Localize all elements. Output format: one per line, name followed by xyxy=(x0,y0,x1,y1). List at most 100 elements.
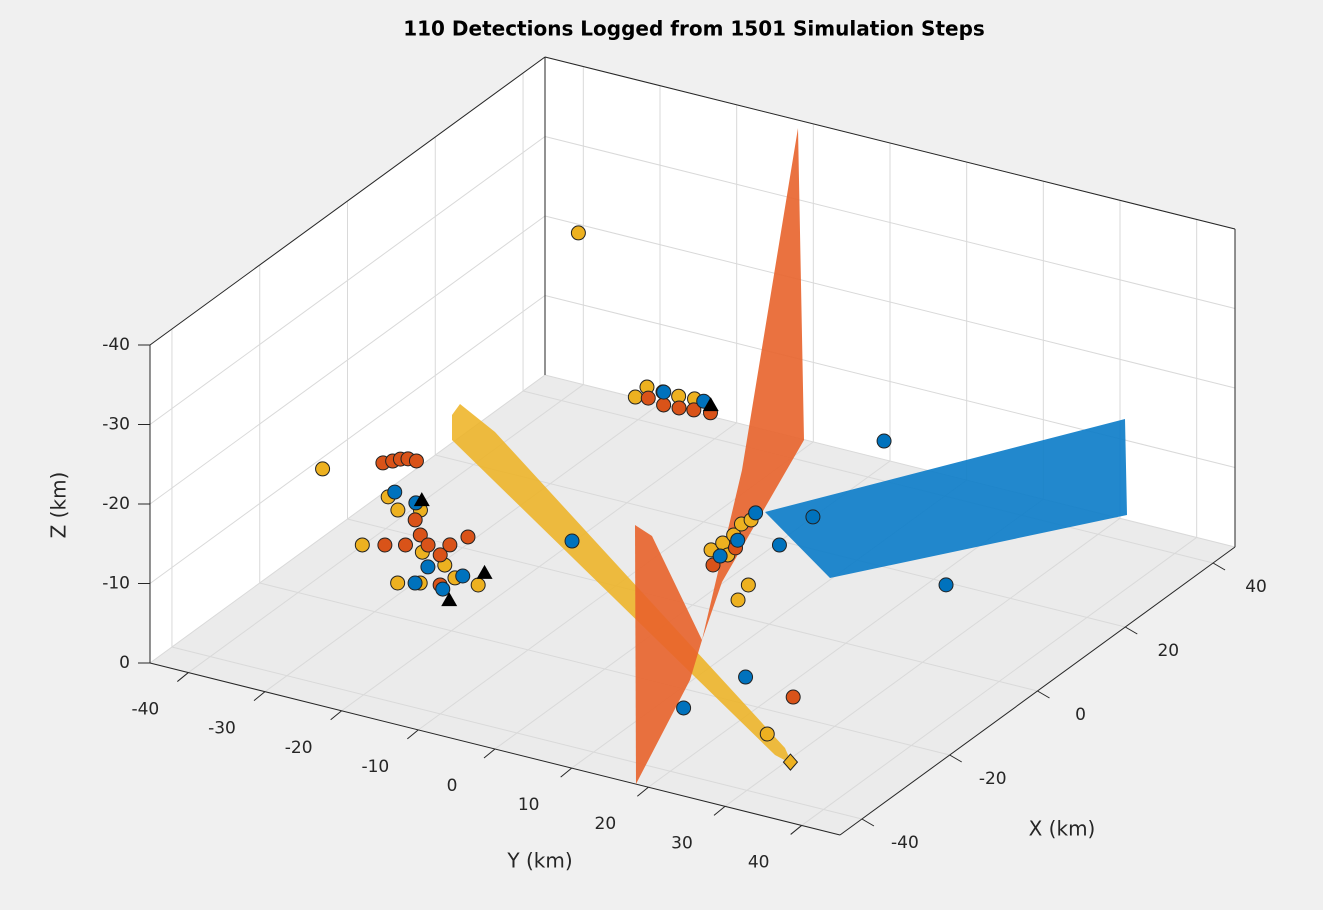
platform xyxy=(476,564,493,579)
y-tick-label: -20 xyxy=(285,738,313,758)
platform xyxy=(441,592,458,607)
y-tick-label: -40 xyxy=(131,700,159,720)
detection xyxy=(712,548,728,564)
x-tick-label: 0 xyxy=(1075,705,1086,725)
y-tick xyxy=(560,767,572,778)
detection xyxy=(671,400,687,416)
detection xyxy=(738,669,754,685)
detection xyxy=(627,389,643,405)
z-axis-label: Z (km) xyxy=(47,472,71,539)
coverage-planes xyxy=(452,128,1127,784)
detection xyxy=(570,225,586,241)
x-tick xyxy=(1212,562,1226,571)
detection xyxy=(407,575,423,591)
grid-line xyxy=(188,384,584,673)
y-axis-label: Y (km) xyxy=(506,849,572,873)
detection xyxy=(390,575,406,591)
detection xyxy=(407,512,423,528)
detection xyxy=(420,537,436,553)
detection xyxy=(377,537,393,553)
platform xyxy=(702,397,719,412)
y-tick xyxy=(177,672,189,682)
z-tick-label: -10 xyxy=(102,574,130,594)
detection xyxy=(759,726,775,742)
detection xyxy=(432,547,448,563)
x-tick-label: -40 xyxy=(891,833,919,853)
axis-edge xyxy=(149,56,546,346)
detection xyxy=(730,532,746,548)
detection xyxy=(390,502,406,518)
detection xyxy=(420,559,436,575)
detection xyxy=(676,700,692,716)
detection xyxy=(455,568,471,584)
detection xyxy=(938,577,954,593)
x-axis-label: X (km) xyxy=(1029,817,1096,841)
y-tick xyxy=(713,805,726,816)
detection xyxy=(470,577,486,593)
truth-marker xyxy=(782,753,799,771)
x-tick xyxy=(861,818,875,827)
orange-coverage-lower xyxy=(635,525,702,784)
grid-line xyxy=(149,215,546,505)
detection xyxy=(412,527,428,543)
y-tick xyxy=(790,825,802,835)
y-tick xyxy=(330,710,342,721)
detection xyxy=(876,433,892,449)
detection xyxy=(730,592,746,608)
x-tick xyxy=(1125,626,1138,635)
y-tick-label: 0 xyxy=(447,776,458,796)
detection xyxy=(397,537,413,553)
detection xyxy=(460,529,476,545)
x-tick xyxy=(1037,690,1050,699)
detections xyxy=(315,225,954,771)
y-tick xyxy=(637,786,649,797)
detection xyxy=(640,390,656,406)
yellow-coverage xyxy=(452,404,792,764)
z-tick-label: -20 xyxy=(102,494,130,514)
detection xyxy=(785,689,801,705)
grid-line xyxy=(801,537,1197,826)
detection xyxy=(442,537,458,553)
platform xyxy=(413,492,430,507)
detection xyxy=(354,537,370,553)
chart-title: 110 Detections Logged from 1501 Simulati… xyxy=(403,17,985,41)
detection xyxy=(656,384,672,400)
detection xyxy=(748,505,764,521)
x-tick-label: 40 xyxy=(1245,577,1267,597)
grid-line xyxy=(648,498,1044,788)
axis-edge xyxy=(544,56,1236,230)
orange-coverage-upper xyxy=(702,128,804,640)
y-tick-label: 20 xyxy=(595,814,617,834)
y-tick-label: 40 xyxy=(748,852,770,872)
grid-line xyxy=(149,136,546,425)
y-tick-label: 30 xyxy=(671,833,693,853)
detection xyxy=(740,577,756,593)
grid-line xyxy=(149,295,546,584)
grid-line xyxy=(264,403,661,693)
axis-edge xyxy=(839,546,1236,836)
detection xyxy=(408,453,424,469)
grid-line xyxy=(544,215,1236,389)
y-tick-label: -10 xyxy=(361,757,389,777)
y-tick-label: 10 xyxy=(518,795,540,815)
detection xyxy=(686,402,702,418)
x-tick-label: -20 xyxy=(979,769,1007,789)
detection xyxy=(564,533,580,549)
detection xyxy=(805,509,821,525)
detection xyxy=(435,581,451,597)
detection xyxy=(771,537,787,553)
blue-coverage xyxy=(765,419,1127,578)
detection xyxy=(656,397,672,413)
y-tick xyxy=(483,748,496,759)
grid-line xyxy=(341,422,737,712)
detection xyxy=(387,484,403,500)
z-tick-label: -30 xyxy=(102,415,130,435)
detection xyxy=(315,461,331,477)
x-tick xyxy=(949,754,962,763)
z-tick-label: -40 xyxy=(102,335,130,355)
axis-edge xyxy=(149,662,841,836)
y-tick xyxy=(253,691,266,702)
x-tick-label: 20 xyxy=(1157,641,1179,661)
z-tick-label: 0 xyxy=(119,653,130,673)
